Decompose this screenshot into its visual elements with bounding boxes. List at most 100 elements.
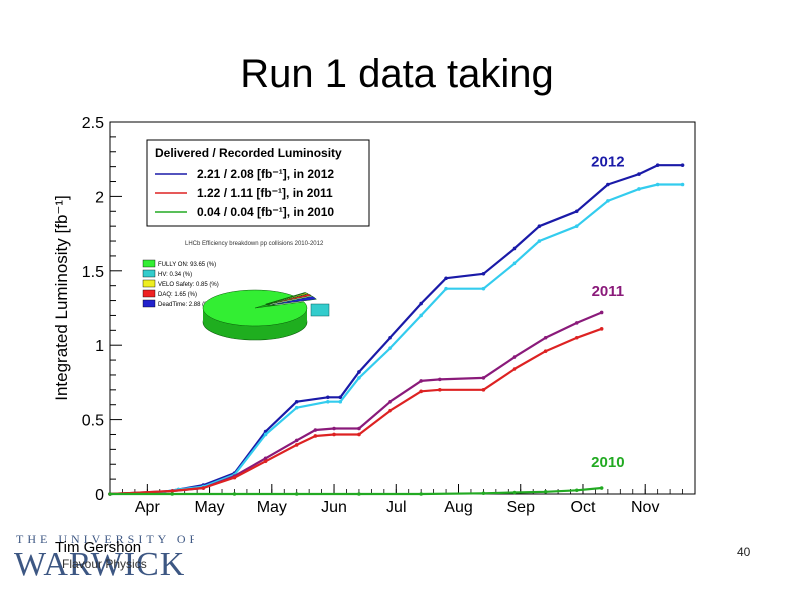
series-point bbox=[543, 335, 548, 340]
series-point bbox=[357, 426, 361, 431]
inset-legend-swatch bbox=[142, 299, 156, 308]
series-point bbox=[357, 492, 361, 496]
series-point bbox=[481, 376, 486, 380]
series-point bbox=[574, 321, 579, 325]
y-tick-label: 1 bbox=[95, 338, 104, 355]
legend-entry: 2.21 / 2.08 [fb⁻¹], in 2012 bbox=[197, 167, 334, 181]
series-point bbox=[326, 395, 330, 400]
inset-pie-slice bbox=[265, 292, 307, 305]
series-point bbox=[599, 310, 604, 315]
series-point bbox=[574, 209, 579, 214]
series-point bbox=[655, 182, 660, 187]
series-point bbox=[232, 475, 237, 480]
y-tick-label: 0.5 bbox=[82, 413, 104, 430]
series-point bbox=[263, 456, 268, 461]
year-label: 2011 bbox=[592, 283, 625, 300]
series-point bbox=[512, 367, 517, 371]
series-point bbox=[599, 327, 604, 331]
series-point bbox=[313, 428, 318, 432]
inset-legend-swatch bbox=[142, 269, 156, 278]
series-point bbox=[294, 399, 299, 404]
series-point bbox=[294, 438, 299, 443]
series-point bbox=[338, 399, 343, 404]
series-point bbox=[512, 490, 517, 495]
series-point bbox=[313, 434, 318, 438]
series-point bbox=[419, 313, 423, 318]
series-point bbox=[419, 492, 423, 496]
series-point bbox=[606, 182, 610, 187]
series-point bbox=[537, 224, 542, 228]
series-point bbox=[481, 491, 486, 496]
logo-top-text: THE UNIVERSITY OF bbox=[16, 532, 194, 546]
author-name: Tim Gershon bbox=[55, 539, 142, 556]
y-tick-label: 0 bbox=[95, 487, 104, 504]
legend-entry: 0.04 / 0.04 [fb⁻¹], in 2010 bbox=[197, 205, 334, 219]
series-point bbox=[201, 486, 206, 490]
series-point bbox=[170, 489, 175, 493]
inset-pie-slice bbox=[202, 289, 308, 327]
x-tick-label: May bbox=[257, 499, 287, 516]
series-point bbox=[357, 376, 361, 380]
series-point bbox=[512, 355, 517, 359]
y-tick-label: 2.5 bbox=[82, 115, 104, 132]
year-label: 2012 bbox=[591, 154, 624, 171]
series-point bbox=[444, 286, 448, 291]
series-point bbox=[232, 492, 237, 496]
inset-legend-swatch bbox=[142, 279, 156, 288]
page-number: 40 bbox=[737, 545, 751, 559]
series-point bbox=[543, 349, 548, 353]
inset-legend-swatch bbox=[142, 289, 156, 298]
footer-subtitle: Flavour Physics bbox=[62, 557, 147, 571]
series-point bbox=[481, 388, 486, 392]
series-point bbox=[537, 239, 542, 243]
x-tick-label: Sep bbox=[507, 499, 536, 516]
series-point bbox=[438, 377, 442, 382]
chart-svg: 0 0.5 1 1.5 2 2.5 Integrated Luminosity [fb⁻¹]… bbox=[52, 115, 696, 516]
series-point bbox=[357, 370, 361, 374]
inset-title: LHCb Efficiency breakdown pp collisions … bbox=[185, 241, 324, 247]
series-point bbox=[438, 388, 442, 392]
series-point bbox=[637, 187, 641, 191]
series-point bbox=[326, 399, 330, 404]
series-point bbox=[543, 489, 548, 494]
inset-legend-entry: DAQ: 1.65 (%) bbox=[158, 292, 197, 298]
series-point bbox=[481, 286, 486, 291]
inset-pie-slice bbox=[267, 296, 318, 306]
series-point bbox=[332, 432, 336, 437]
year-label: 2010 bbox=[591, 454, 624, 471]
inset-legend-swatch bbox=[142, 259, 156, 268]
warwick-logo: THE UNIVERSITY OF WARWICK bbox=[14, 530, 196, 583]
series-point bbox=[512, 246, 517, 251]
series-point bbox=[655, 163, 660, 167]
series-point bbox=[388, 408, 392, 413]
y-axis-label: Integrated Luminosity [fb⁻¹] bbox=[52, 195, 71, 401]
inset-legend-entry: FULLY ON: 93.65 (%) bbox=[158, 262, 216, 268]
series-point bbox=[388, 346, 392, 350]
series-point bbox=[574, 335, 579, 340]
series-point bbox=[388, 399, 392, 404]
x-tick-label: Jun bbox=[321, 499, 347, 516]
series-point bbox=[637, 172, 641, 176]
x-tick-label: May bbox=[194, 499, 224, 516]
series-point bbox=[332, 426, 336, 431]
series-point bbox=[170, 492, 175, 496]
series-point bbox=[444, 276, 448, 281]
x-tick-label: Jul bbox=[386, 499, 406, 516]
series-point bbox=[481, 271, 486, 276]
series-point bbox=[419, 389, 423, 394]
legend-title: Delivered / Recorded Luminosity bbox=[155, 146, 342, 160]
luminosity-chart: 0 0.5 1 1.5 2 2.5 Integrated Luminosity [fb⁻¹]… bbox=[45, 110, 705, 520]
x-tick-label: Oct bbox=[571, 499, 596, 516]
series-point bbox=[419, 379, 423, 383]
logo-main-text: WARWICK bbox=[14, 546, 185, 580]
x-tick-label: Apr bbox=[135, 499, 161, 516]
series-point bbox=[680, 182, 685, 187]
inset-pie-exploded-edge bbox=[310, 303, 330, 317]
inset-pie-slice bbox=[266, 293, 313, 305]
inset-pie-slice bbox=[265, 292, 309, 305]
y-tick-label: 1.5 bbox=[82, 264, 104, 281]
inset-legend-entry: HV: 0.34 (%) bbox=[158, 272, 192, 278]
series-point bbox=[606, 199, 610, 203]
legend-entry: 1.22 / 1.11 [fb⁻¹], in 2011 bbox=[197, 186, 333, 200]
series-point bbox=[599, 486, 604, 490]
